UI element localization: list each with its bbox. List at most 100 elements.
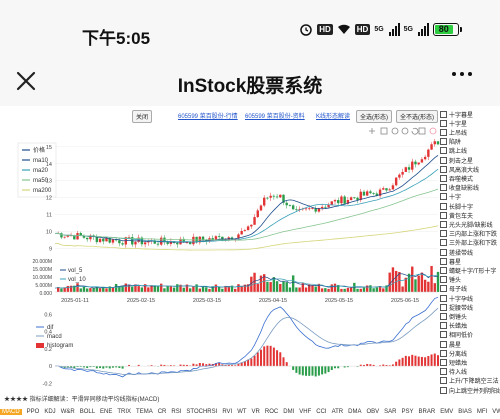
indicator-tab[interactable]: KDJ xyxy=(44,408,56,415)
indicator-tab[interactable]: PPO xyxy=(26,408,40,415)
checkbox-icon[interactable] xyxy=(440,294,447,302)
pattern-checkbox[interactable]: 上升/下降跳空三法 xyxy=(440,377,499,385)
stock-chart[interactable]: 价格 ma10 ma20 ma50 ma200 15 14 13 12 11 10 9 vol_5 vo… xyxy=(0,124,440,404)
checkbox-icon[interactable] xyxy=(440,110,447,118)
indicator-tab[interactable]: RSI xyxy=(171,408,182,415)
close-icon[interactable] xyxy=(14,69,38,93)
indicator-tab[interactable]: ATR xyxy=(331,408,344,415)
select-all-button[interactable]: 全选(形态) xyxy=(356,110,392,123)
checkbox-icon[interactable] xyxy=(440,174,447,182)
close-chart-button[interactable]: 关闭 xyxy=(132,110,153,123)
indicator-tab[interactable]: MFI xyxy=(476,408,488,415)
checkbox-icon[interactable] xyxy=(440,128,447,136)
checkbox-icon[interactable] xyxy=(440,322,447,330)
indicator-tab[interactable]: W&R xyxy=(60,408,75,415)
pattern-checkbox[interactable]: 分离线 xyxy=(440,349,467,358)
pattern-checkbox[interactable]: 锤头 xyxy=(440,276,461,284)
indicator-tab[interactable]: BOLL xyxy=(79,408,96,415)
checkbox-icon[interactable] xyxy=(440,220,447,228)
pattern-checkbox[interactable]: 蜻蜓十字/T形十字 xyxy=(440,266,496,275)
pattern-checkbox[interactable]: 光头光脚/缺影线 xyxy=(440,220,493,229)
pattern-checkbox[interactable]: 十字暮星 xyxy=(440,110,473,119)
indicator-tab[interactable]: OBV xyxy=(366,408,380,415)
pattern-checkbox[interactable]: 母子线 xyxy=(440,285,467,293)
pattern-checkbox[interactable]: 长蜡烛 xyxy=(440,322,467,330)
checkbox-icon[interactable] xyxy=(440,331,447,339)
indicator-tab[interactable]: CR xyxy=(157,408,167,415)
profile-link[interactable]: 605599 菜百股份-资料 xyxy=(245,114,305,120)
pattern-checkbox[interactable]: 跳上线 xyxy=(440,147,467,155)
pattern-checkbox[interactable]: 上吊线 xyxy=(440,128,467,137)
pattern-checkbox[interactable]: 三外部上涨和下跌 xyxy=(440,239,497,247)
checkbox-icon[interactable] xyxy=(440,312,447,320)
indicator-tab[interactable]: WT xyxy=(237,408,247,415)
checkbox-icon[interactable] xyxy=(440,276,447,284)
indicator-tab[interactable]: TRIX xyxy=(117,408,132,415)
zoom-box-icon[interactable] xyxy=(380,127,388,135)
checkbox-icon[interactable] xyxy=(440,147,447,155)
pattern-checkbox[interactable]: 三内部上涨和下跌 xyxy=(440,230,497,238)
pattern-checkbox[interactable]: 风高浪大线 xyxy=(440,165,479,174)
pattern-checkbox[interactable]: 刺击之星 xyxy=(440,156,473,165)
pattern-checkbox[interactable]: 陷阱 xyxy=(440,138,461,146)
checkbox-icon[interactable] xyxy=(440,303,447,311)
indicator-tab[interactable]: SAR xyxy=(384,408,397,415)
checkbox-icon[interactable] xyxy=(440,349,447,357)
indicator-tab[interactable]: MACD xyxy=(0,408,22,415)
deselect-all-button[interactable]: 全不选(形态) xyxy=(396,110,438,123)
checkbox-icon[interactable] xyxy=(440,211,447,219)
color-wheel-icon[interactable] xyxy=(429,127,437,135)
pattern-checkbox[interactable]: 吞噬模式 xyxy=(440,174,473,183)
zoom-in-icon[interactable] xyxy=(391,127,399,135)
checkbox-icon[interactable] xyxy=(440,368,447,376)
chart-svg[interactable]: 价格 ma10 ma20 ma50 ma200 15 14 13 12 11 10 9 vol_5vo… xyxy=(0,124,440,404)
move-icon[interactable] xyxy=(369,128,375,134)
indicator-tab[interactable]: DMI xyxy=(283,408,295,415)
checkbox-icon[interactable] xyxy=(440,193,447,201)
quote-link[interactable]: 605599 菜百股份-行情 xyxy=(178,114,238,120)
checkbox-icon[interactable] xyxy=(440,377,447,385)
indicator-tab[interactable]: RVI xyxy=(222,408,233,415)
chart-tools[interactable] xyxy=(369,127,437,135)
pattern-checkbox[interactable]: 收盘缺影线 xyxy=(440,184,479,192)
pattern-checkbox[interactable]: 晨星 xyxy=(440,340,461,349)
indicator-tab[interactable]: BRAR xyxy=(418,408,436,415)
checkbox-icon[interactable] xyxy=(440,248,447,256)
indicator-tab[interactable]: VHF xyxy=(299,408,312,415)
checkbox-icon[interactable] xyxy=(440,138,447,146)
checkbox-icon[interactable] xyxy=(440,202,447,210)
checkbox-icon[interactable] xyxy=(440,239,447,247)
pattern-checkbox[interactable]: 十字 xyxy=(440,193,461,201)
pattern-checkbox[interactable]: 长脚十字 xyxy=(440,202,473,211)
indicator-tab[interactable]: PSY xyxy=(401,408,414,415)
pattern-checkbox[interactable]: 待入线 xyxy=(440,368,467,376)
indicator-tab[interactable]: BIAS xyxy=(458,408,472,415)
pattern-checkbox[interactable]: 倒锤头 xyxy=(440,312,467,321)
checkbox-icon[interactable] xyxy=(440,386,447,394)
indicator-tab[interactable]: TEMA xyxy=(136,408,153,415)
indicator-tab[interactable]: EMV xyxy=(440,408,454,415)
pattern-checkbox[interactable]: 向上跳空并列阴阳线 xyxy=(440,386,500,395)
pattern-checkbox[interactable]: 短蜡烛 xyxy=(440,358,467,367)
checkbox-icon[interactable] xyxy=(440,266,447,274)
checkbox-icon[interactable] xyxy=(440,340,447,348)
checkbox-icon[interactable] xyxy=(440,165,447,173)
reset-icon[interactable] xyxy=(411,127,419,135)
pattern-checkbox[interactable]: 搓揉带线 xyxy=(440,248,473,257)
save-icon[interactable] xyxy=(418,127,426,135)
indicator-tab[interactable]: ROC xyxy=(264,408,279,415)
indicator-tab[interactable]: ENE xyxy=(100,408,113,415)
indicator-tab[interactable]: STOCHRSI xyxy=(186,408,218,415)
indicator-tab[interactable]: VWMA xyxy=(492,408,500,415)
pattern-checkbox[interactable]: 十字星 xyxy=(440,119,467,128)
checkbox-icon[interactable] xyxy=(440,257,447,265)
indicator-tab[interactable]: CCI xyxy=(316,408,327,415)
indicator-tab[interactable]: VR xyxy=(251,408,260,415)
kline-pattern-link[interactable]: K线形态解读 xyxy=(316,114,351,120)
pattern-checkbox[interactable]: 相同低价 xyxy=(440,331,473,339)
more-icon[interactable] xyxy=(452,72,472,76)
checkbox-icon[interactable] xyxy=(440,230,447,238)
checkbox-icon[interactable] xyxy=(440,184,447,192)
indicator-note[interactable]: ★★★★ 指标详细解读：平滑异同移动平均线指标(MACD) xyxy=(4,397,160,403)
pattern-checkbox[interactable]: 暮星 xyxy=(440,257,461,266)
